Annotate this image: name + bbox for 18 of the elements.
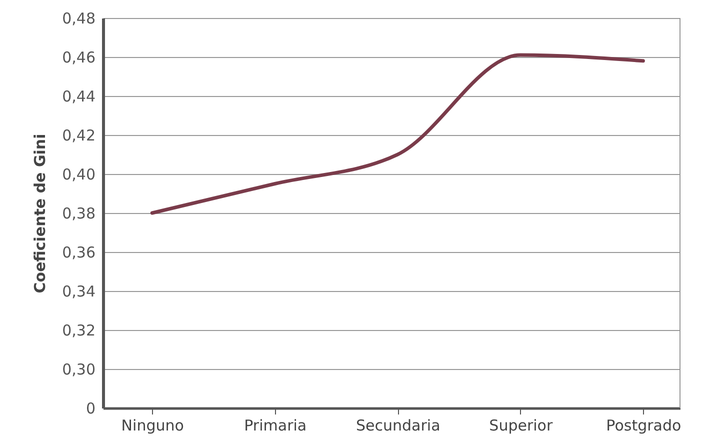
y-tick-label: 0,30 bbox=[62, 360, 96, 378]
y-tick-label: 0 bbox=[86, 400, 96, 418]
y-tick-label: 0,46 bbox=[62, 48, 96, 66]
x-tick-label: Superior bbox=[489, 416, 554, 434]
y-tick-label: 0,44 bbox=[62, 88, 96, 106]
x-tick-label: Primaria bbox=[244, 416, 307, 434]
y-tick-label: 0,32 bbox=[62, 322, 96, 340]
x-tick-label: Postgrado bbox=[606, 416, 682, 434]
y-tick-label: 0,42 bbox=[62, 126, 96, 144]
y-tick-label: 0,38 bbox=[62, 204, 96, 222]
y-tick-label: 0,34 bbox=[62, 282, 96, 300]
y-tick-label: 0,48 bbox=[62, 10, 96, 28]
line-series bbox=[150, 53, 645, 215]
x-tick-label: Secundaria bbox=[356, 416, 440, 434]
x-tick-label: Ninguno bbox=[121, 416, 184, 434]
y-tick-label: 0,36 bbox=[62, 244, 96, 262]
y-axis-title: Coeficiente de Gini bbox=[31, 134, 50, 294]
y-tick-label: 0,40 bbox=[62, 166, 96, 184]
